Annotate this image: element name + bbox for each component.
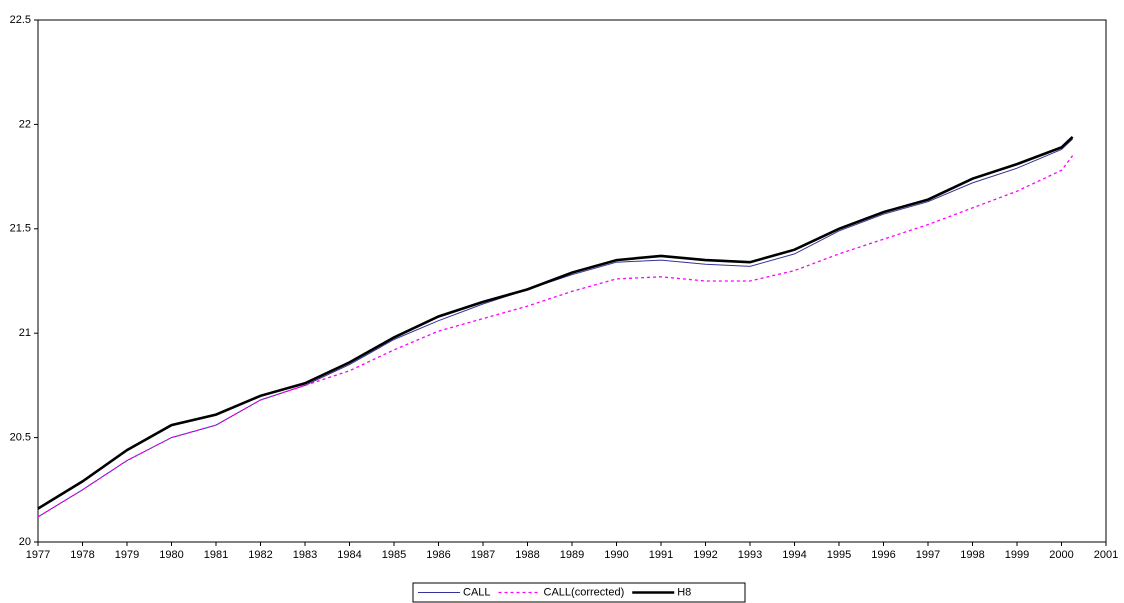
- x-tick-label: 1992: [693, 549, 717, 561]
- x-tick-label: 1982: [248, 549, 272, 561]
- x-tick-label: 1995: [827, 549, 851, 561]
- x-tick-label: 1980: [159, 549, 183, 561]
- x-tick-label: 1989: [560, 549, 584, 561]
- x-tick-label: 1987: [471, 549, 495, 561]
- line: [37, 135, 1074, 510]
- x-tick-label: 1984: [337, 549, 361, 561]
- line: [37, 155, 1074, 518]
- x-tick-label: 1996: [871, 549, 895, 561]
- plot-area: [37, 19, 1107, 543]
- y-tick-label: 21: [19, 327, 31, 339]
- y-tick-label: 21.5: [10, 223, 31, 235]
- x-tick-label: 1998: [960, 549, 984, 561]
- x-tick-label: 2000: [1049, 549, 1073, 561]
- x-tick-label: 1990: [604, 549, 628, 561]
- x-tick-label: 1994: [782, 549, 806, 561]
- legend-label: CALL(corrected): [544, 586, 625, 598]
- y-tick-label: 22: [19, 118, 31, 130]
- x-tick-label: 2001: [1094, 549, 1118, 561]
- x-tick-label: 1985: [382, 549, 406, 561]
- y-tick-label: 20.5: [10, 432, 31, 444]
- x-tick-label: 1991: [649, 549, 673, 561]
- x-tick-label: 1981: [204, 549, 228, 561]
- legend-label: H8: [677, 586, 691, 598]
- x-tick-label: 1988: [515, 549, 539, 561]
- line: [37, 138, 1073, 518]
- x-tick-label: 1997: [916, 549, 940, 561]
- legend-label: CALL: [463, 586, 491, 598]
- x-tick-label: 1983: [293, 549, 317, 561]
- x-tick-label: 1978: [70, 549, 94, 561]
- x-tick-label: 1993: [738, 549, 762, 561]
- x-tick-label: 1986: [426, 549, 450, 561]
- y-tick-label: 22.5: [10, 14, 31, 26]
- x-tick-label: 1979: [115, 549, 139, 561]
- x-tick-label: 1999: [1005, 549, 1029, 561]
- legend-box: [412, 582, 746, 603]
- y-tick-label: 20: [19, 536, 31, 548]
- x-tick-label: 1977: [26, 549, 50, 561]
